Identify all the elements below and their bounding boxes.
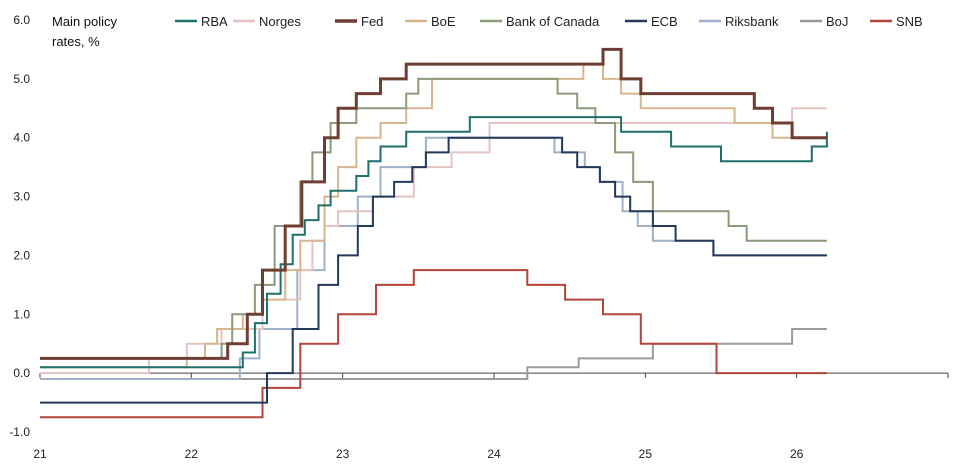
y-ticks: -1.0 0.0 1.0 2.0 3.0 4.0 5.0 6.0: [9, 13, 30, 439]
x-tick-label: 26: [790, 447, 804, 461]
legend-item-norges: Norges: [233, 14, 301, 29]
x-tick-label: 22: [185, 447, 199, 461]
y-axis-label-line-2: rates, %: [52, 34, 100, 49]
series-line-bank-of-canada: [40, 77, 827, 360]
legend-label: BoE: [431, 14, 456, 29]
legend-label: ECB: [651, 14, 678, 29]
legend-item-rba: RBA: [175, 14, 228, 29]
x-tick-label: 24: [487, 447, 501, 461]
x-ticks: 21 22 23 24 25 26: [33, 373, 949, 461]
y-tick-label: -1.0: [9, 425, 30, 439]
legend-label: Riksbank: [725, 14, 779, 29]
legend-item-boe: BoE: [405, 14, 456, 29]
legend-label: Norges: [259, 14, 301, 29]
series-layer: [40, 47, 828, 419]
y-axis-label: Main policy rates, %: [52, 14, 118, 49]
legend-label: Fed: [361, 14, 383, 29]
y-tick-label: 2.0: [13, 248, 30, 262]
legend-label: RBA: [201, 14, 228, 29]
y-axis-label-line-1: Main policy: [52, 14, 118, 29]
chart-legend: RBA Norges Fed BoE Bank of Canada ECB Riksbank…: [175, 14, 923, 29]
legend-item-boj: BoJ: [800, 14, 848, 29]
x-tick-label: 25: [639, 447, 653, 461]
series-line-boj: [40, 328, 827, 380]
legend-label: Bank of Canada: [506, 14, 600, 29]
series-line-boe: [40, 63, 827, 369]
legend-item-bank-of-canada: Bank of Canada: [480, 14, 600, 29]
y-tick-label: 5.0: [13, 72, 30, 86]
y-tick-label: 3.0: [13, 190, 30, 204]
y-tick-label: 0.0: [13, 366, 30, 380]
legend-label: SNB: [896, 14, 923, 29]
x-tick-label: 23: [336, 447, 350, 461]
x-tick-label: 21: [33, 447, 47, 461]
y-tick-label: 4.0: [13, 131, 30, 145]
series-line-ecb: [40, 136, 827, 404]
legend-item-snb: SNB: [870, 14, 923, 29]
y-tick-label: 1.0: [13, 307, 30, 321]
series-line-fed: [40, 47, 827, 360]
legend-item-riksbank: Riksbank: [699, 14, 779, 29]
legend-item-fed: Fed: [335, 14, 383, 29]
legend-label: BoJ: [826, 14, 848, 29]
y-tick-label: 6.0: [13, 13, 30, 27]
series-line-rba: [40, 116, 828, 369]
series-line-snb: [40, 269, 827, 419]
legend-item-ecb: ECB: [625, 14, 678, 29]
